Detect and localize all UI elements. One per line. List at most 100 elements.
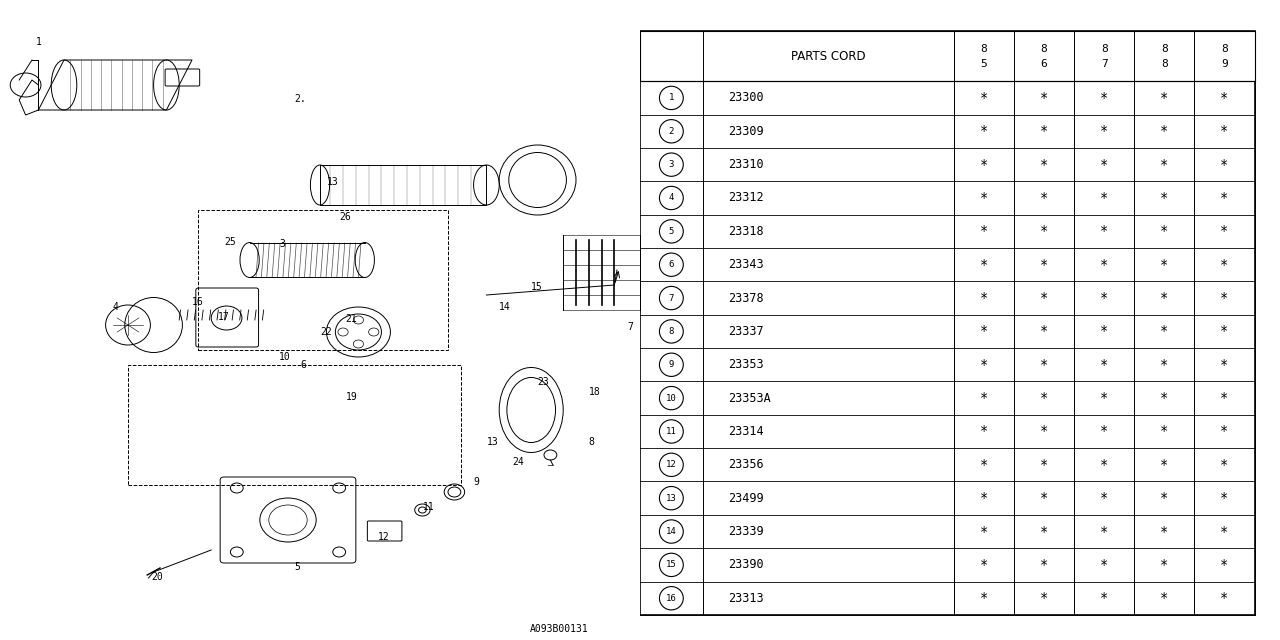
Text: 7: 7 [1101,59,1107,68]
Text: *: * [979,91,988,105]
Text: *: * [1100,124,1108,138]
Text: 23: 23 [538,377,549,387]
Text: *: * [1220,358,1229,372]
Text: *: * [1160,458,1169,472]
Text: *: * [1039,258,1048,272]
Text: 1: 1 [36,37,42,47]
Text: 8: 8 [1041,44,1047,54]
Text: *: * [1220,91,1229,105]
Text: 23312: 23312 [728,191,763,205]
Text: 23300: 23300 [728,92,763,104]
Text: 5: 5 [668,227,675,236]
Text: 23390: 23390 [728,558,763,572]
Text: 23353: 23353 [728,358,763,371]
Text: 9: 9 [474,477,480,487]
Text: *: * [1160,558,1169,572]
Text: 23313: 23313 [728,592,763,605]
Text: 7: 7 [668,294,675,303]
Text: *: * [979,458,988,472]
Text: *: * [1039,291,1048,305]
Text: 23499: 23499 [728,492,763,505]
Text: *: * [1220,225,1229,238]
Text: 13: 13 [666,493,677,502]
Text: 8: 8 [668,327,675,336]
Text: A093B00131: A093B00131 [530,624,589,634]
Text: *: * [1100,458,1108,472]
Text: *: * [1220,157,1229,172]
Text: *: * [979,591,988,605]
Text: 23343: 23343 [728,258,763,271]
Text: *: * [1220,191,1229,205]
Text: *: * [1220,324,1229,339]
Text: *: * [1100,291,1108,305]
Text: *: * [1100,391,1108,405]
Text: *: * [979,391,988,405]
Text: 23337: 23337 [728,325,763,338]
Text: 13: 13 [326,177,338,187]
Text: 3: 3 [279,239,285,249]
Text: 6: 6 [668,260,675,269]
Text: *: * [979,491,988,505]
Text: *: * [979,258,988,272]
Text: 6: 6 [1041,59,1047,68]
Text: *: * [1220,124,1229,138]
Text: *: * [1100,157,1108,172]
Text: *: * [1160,91,1169,105]
Text: *: * [1039,458,1048,472]
Text: 8: 8 [1221,44,1228,54]
Text: 14: 14 [666,527,677,536]
Text: 14: 14 [499,302,511,312]
Text: *: * [1160,258,1169,272]
Text: 22: 22 [320,327,332,337]
Text: *: * [1039,91,1048,105]
Text: 15: 15 [531,282,543,292]
Text: 23339: 23339 [728,525,763,538]
Text: *: * [1100,591,1108,605]
Text: *: * [1220,291,1229,305]
Text: 2.: 2. [294,94,306,104]
Text: *: * [979,291,988,305]
Text: 17: 17 [218,312,229,322]
Text: *: * [1100,525,1108,538]
Text: *: * [1039,191,1048,205]
Text: *: * [979,191,988,205]
Text: 8: 8 [589,437,595,447]
Text: *: * [1220,525,1229,538]
Text: 23309: 23309 [728,125,763,138]
Text: *: * [1100,191,1108,205]
Text: 23314: 23314 [728,425,763,438]
Text: *: * [979,124,988,138]
Text: 23378: 23378 [728,292,763,305]
Text: *: * [1220,424,1229,438]
Text: *: * [979,558,988,572]
Text: 24: 24 [512,457,524,467]
Text: *: * [1220,391,1229,405]
Text: *: * [1039,225,1048,238]
Text: 16: 16 [192,297,204,307]
Text: *: * [1160,324,1169,339]
Text: 10: 10 [279,352,291,362]
Text: 3: 3 [668,160,675,169]
Text: *: * [1160,157,1169,172]
Text: 25: 25 [224,237,236,247]
Text: *: * [1039,558,1048,572]
Text: 9: 9 [1221,59,1228,68]
Text: *: * [1160,291,1169,305]
Text: *: * [1160,124,1169,138]
Text: 13: 13 [486,437,498,447]
Text: *: * [1160,491,1169,505]
Text: 1: 1 [668,93,675,102]
Text: *: * [1100,324,1108,339]
Text: *: * [1039,491,1048,505]
Text: 5: 5 [294,562,301,572]
Text: *: * [979,225,988,238]
Text: 6: 6 [301,360,307,370]
Text: *: * [1100,424,1108,438]
Text: 18: 18 [589,387,600,397]
Text: *: * [1220,558,1229,572]
Text: 8: 8 [1101,44,1107,54]
Text: *: * [1160,191,1169,205]
Text: *: * [1100,558,1108,572]
Text: *: * [1220,458,1229,472]
Text: 4: 4 [113,302,119,312]
